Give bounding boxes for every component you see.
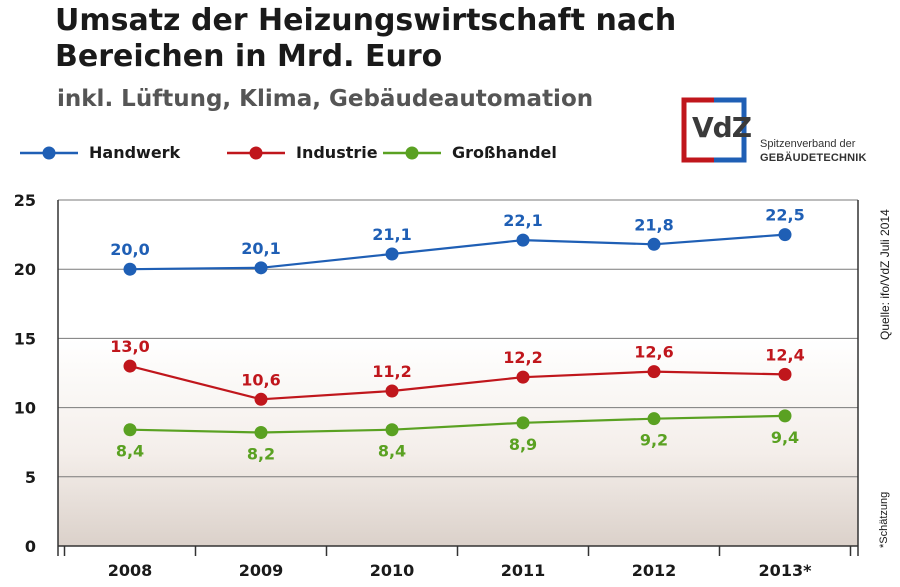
data-point — [516, 233, 530, 247]
data-point — [778, 409, 792, 423]
data-point — [647, 365, 661, 379]
series-line — [129, 365, 786, 401]
data-point — [254, 426, 268, 440]
data-label: 22,5 — [765, 206, 804, 225]
series-line — [129, 233, 786, 271]
data-point — [254, 392, 268, 406]
x-tick-label: 2013* — [759, 561, 813, 580]
vdz-logo-tagline: Spitzenverband der — [760, 138, 856, 150]
y-tick-label: 20 — [14, 260, 36, 279]
data-label: 12,6 — [634, 343, 673, 362]
y-tick-label: 10 — [14, 399, 36, 418]
data-point — [254, 261, 268, 275]
data-point — [385, 423, 399, 437]
data-point — [516, 370, 530, 384]
series-line — [129, 414, 786, 434]
data-label: 12,2 — [503, 348, 542, 367]
data-label: 9,4 — [771, 428, 799, 447]
data-label: 8,4 — [378, 442, 406, 461]
y-tick-label: 5 — [25, 468, 36, 487]
legend-swatch-grosshandel-icon — [383, 146, 441, 160]
data-label: 8,2 — [247, 445, 275, 464]
data-label: 13,0 — [110, 337, 149, 356]
vdz-logo-frame-icon — [681, 97, 747, 163]
x-axis: 2008 2009 2010 2011 2012 2013* — [58, 545, 858, 580]
x-tick-label: 2008 — [108, 561, 153, 580]
data-point — [516, 416, 530, 430]
data-point — [647, 237, 661, 251]
x-tick-label: 2012 — [632, 561, 677, 580]
data-point — [123, 262, 137, 276]
data-label: 9,2 — [640, 431, 668, 450]
series-lines: 20,0 20,1 21,1 22,1 21,8 22,5 13,0 10,6 11,2 12,2… — [110, 206, 804, 464]
data-point — [778, 367, 792, 381]
data-label: 8,9 — [509, 435, 537, 454]
y-tick-label: 15 — [14, 329, 36, 348]
legend-label-grosshandel: Großhandel — [452, 143, 557, 162]
vdz-logo-tagline-bold: GEBÄUDETECHNIK — [760, 152, 867, 164]
chart-subtitle: inkl. Lüftung, Klima, Gebäudeautomation — [57, 86, 594, 112]
source-note: Quelle: ifo/VdZ Juli 2014 — [878, 209, 892, 340]
vdz-logo-text: VdZ — [692, 111, 752, 144]
legend-swatch-industrie-icon — [227, 146, 285, 160]
y-tick-label: 25 — [14, 191, 36, 210]
y-tick-label: 0 — [25, 537, 36, 556]
x-tick-label: 2011 — [501, 561, 546, 580]
data-label: 11,2 — [372, 362, 411, 381]
data-point — [123, 359, 137, 373]
data-label: 21,1 — [372, 225, 411, 244]
footnote: *Schätzung — [878, 491, 890, 548]
data-point — [647, 412, 661, 426]
data-label: 20,0 — [110, 240, 149, 259]
data-label: 10,6 — [241, 370, 280, 389]
plot-background — [58, 339, 858, 546]
data-label: 8,4 — [116, 442, 144, 461]
legend-label-industrie: Industrie — [296, 143, 378, 162]
data-point — [123, 423, 137, 437]
data-label: 12,4 — [765, 345, 804, 364]
data-point — [385, 247, 399, 261]
legend-label-handwerk: Handwerk — [89, 143, 181, 162]
data-label: 21,8 — [634, 215, 673, 234]
x-tick-label: 2009 — [239, 561, 284, 580]
data-label: 22,1 — [503, 211, 542, 230]
y-axis-ticks: 0 5 10 15 20 25 — [14, 191, 36, 556]
data-label: 20,1 — [241, 239, 280, 258]
vdz-logo: VdZ Spitzenverband der GEBÄUDETECHNIK — [681, 97, 896, 169]
data-point — [778, 228, 792, 242]
data-point — [385, 384, 399, 398]
chart-title: Umsatz der Heizungswirtschaft nach Berei… — [55, 3, 677, 74]
x-tick-label: 2010 — [370, 561, 415, 580]
legend-swatch-handwerk-icon — [20, 146, 78, 160]
